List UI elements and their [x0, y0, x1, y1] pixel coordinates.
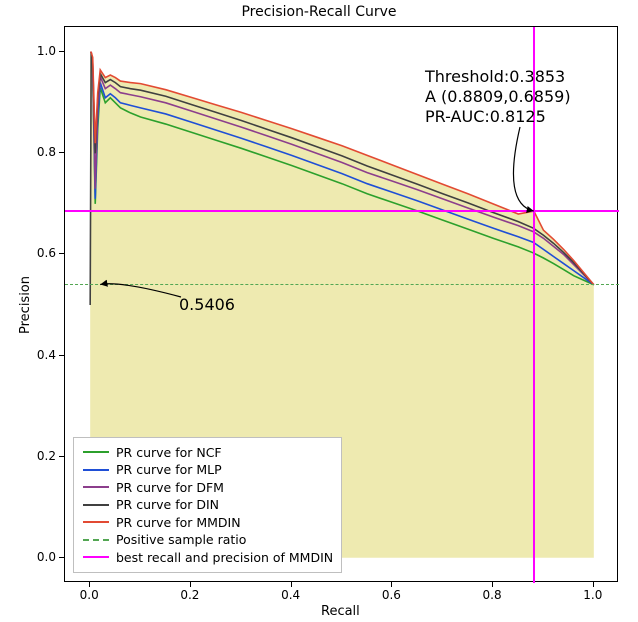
y-tick-mark [59, 355, 64, 356]
x-tick-label: 0.8 [483, 588, 502, 602]
legend-label: PR curve for DFM [116, 479, 224, 497]
x-tick-label: 0.0 [80, 588, 99, 602]
x-tick-mark [89, 582, 90, 587]
x-axis-label: Recall [321, 604, 360, 619]
x-tick-mark [391, 582, 392, 587]
y-tick-mark [59, 557, 64, 558]
pr-curve-figure: Precision-Recall Curve Threshold:0.3853 … [0, 0, 638, 622]
chart-title: Precision-Recall Curve [0, 4, 638, 20]
legend-label: PR curve for DIN [116, 496, 219, 514]
y-tick-label: 0.4 [26, 348, 56, 362]
legend-swatch [82, 534, 110, 546]
x-tick-label: 0.2 [180, 588, 199, 602]
legend-entry: best recall and precision of MMDIN [82, 549, 333, 567]
y-tick-label: 0.0 [26, 550, 56, 564]
y-tick-label: 0.6 [26, 246, 56, 260]
y-tick-mark [59, 253, 64, 254]
legend-entry: PR curve for MMDIN [82, 514, 333, 532]
legend-swatch [82, 464, 110, 476]
legend-swatch [82, 499, 110, 511]
legend-label: best recall and precision of MMDIN [116, 549, 333, 567]
legend: PR curve for NCFPR curve for MLPPR curve… [73, 437, 342, 574]
x-tick-mark [593, 582, 594, 587]
annotation-baseline-text: 0.5406 [179, 295, 235, 315]
x-tick-label: 1.0 [583, 588, 602, 602]
y-axis-label: Precision [18, 276, 33, 334]
y-tick-label: 1.0 [26, 44, 56, 58]
legend-entry: PR curve for DFM [82, 479, 333, 497]
legend-entry: Positive sample ratio [82, 531, 333, 549]
x-tick-mark [291, 582, 292, 587]
legend-swatch [82, 446, 110, 458]
annotation-main-text: Threshold:0.3853 A (0.8809,0.6859) PR-AU… [425, 67, 571, 127]
plot-area: Threshold:0.3853 A (0.8809,0.6859) PR-AU… [64, 26, 618, 582]
y-tick-mark [59, 456, 64, 457]
legend-swatch [82, 551, 110, 563]
y-tick-mark [59, 152, 64, 153]
legend-label: Positive sample ratio [116, 531, 246, 549]
legend-label: PR curve for MMDIN [116, 514, 241, 532]
x-tick-label: 0.4 [281, 588, 300, 602]
x-tick-label: 0.6 [382, 588, 401, 602]
legend-label: PR curve for NCF [116, 444, 222, 462]
y-tick-mark [59, 51, 64, 52]
legend-entry: PR curve for NCF [82, 444, 333, 462]
y-tick-label: 0.2 [26, 449, 56, 463]
legend-swatch [82, 516, 110, 528]
y-tick-label: 0.8 [26, 145, 56, 159]
legend-entry: PR curve for MLP [82, 461, 333, 479]
legend-swatch [82, 481, 110, 493]
legend-label: PR curve for MLP [116, 461, 222, 479]
x-tick-mark [492, 582, 493, 587]
x-tick-mark [190, 582, 191, 587]
legend-entry: PR curve for DIN [82, 496, 333, 514]
